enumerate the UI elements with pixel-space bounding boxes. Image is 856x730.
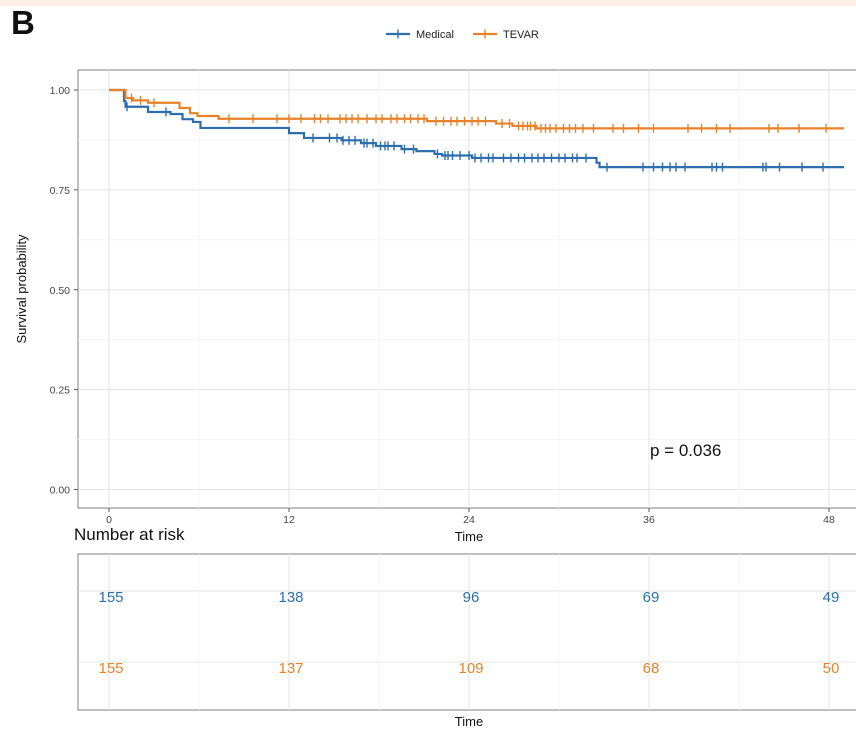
- risk-value-medical: 49: [823, 589, 840, 606]
- risk-value-tevar: 109: [458, 660, 483, 677]
- y-axis: 0.00 0.25 0.50 0.75 1.00: [50, 85, 78, 497]
- x-tick-label: 12: [283, 514, 295, 526]
- y-axis-title: Survival probability: [14, 234, 29, 344]
- risk-values: 155 138 96 69 49 155 137 109 68 50: [98, 589, 839, 677]
- plot-panel: [77, 69, 856, 509]
- risk-value-tevar: 68: [643, 660, 660, 677]
- risk-value-tevar: 137: [278, 660, 303, 677]
- legend-label-tevar: TEVAR: [503, 29, 539, 41]
- survival-curve-tevar: [109, 88, 844, 130]
- risk-value-medical: 96: [463, 589, 480, 606]
- survival-curve-medical: [109, 88, 844, 169]
- risk-table-title: Number at risk: [74, 525, 185, 544]
- panel-label: B: [11, 4, 35, 41]
- x-axis-title: Time: [455, 529, 483, 544]
- x-tick-label: 24: [463, 514, 475, 526]
- p-value-annotation: p = 0.036: [650, 441, 721, 460]
- risk-x-axis-title: Time: [455, 714, 483, 729]
- x-axis: 0 12 24 36 48: [106, 508, 835, 526]
- y-tick-label: 1.00: [50, 85, 71, 97]
- series-layer: [109, 88, 844, 172]
- y-tick-label: 0.00: [50, 485, 71, 497]
- risk-value-tevar: 50: [823, 660, 840, 677]
- risk-value-medical: 69: [643, 589, 660, 606]
- main-grid: [78, 70, 856, 508]
- legend-label-medical: Medical: [416, 29, 454, 41]
- x-tick-label: 48: [823, 514, 835, 526]
- y-tick-label: 0.25: [50, 385, 71, 397]
- legend: Medical TEVAR: [386, 29, 539, 41]
- y-tick-label: 0.75: [50, 185, 71, 197]
- x-tick-label: 36: [643, 514, 655, 526]
- risk-value-medical: 155: [98, 589, 123, 606]
- risk-value-medical: 138: [278, 589, 303, 606]
- x-tick-label: 0: [106, 514, 112, 526]
- top-strip: [0, 0, 856, 6]
- risk-value-tevar: 155: [98, 660, 123, 677]
- y-tick-label: 0.50: [50, 285, 71, 297]
- risk-grid: [78, 554, 856, 710]
- risk-table-panel: [77, 553, 856, 711]
